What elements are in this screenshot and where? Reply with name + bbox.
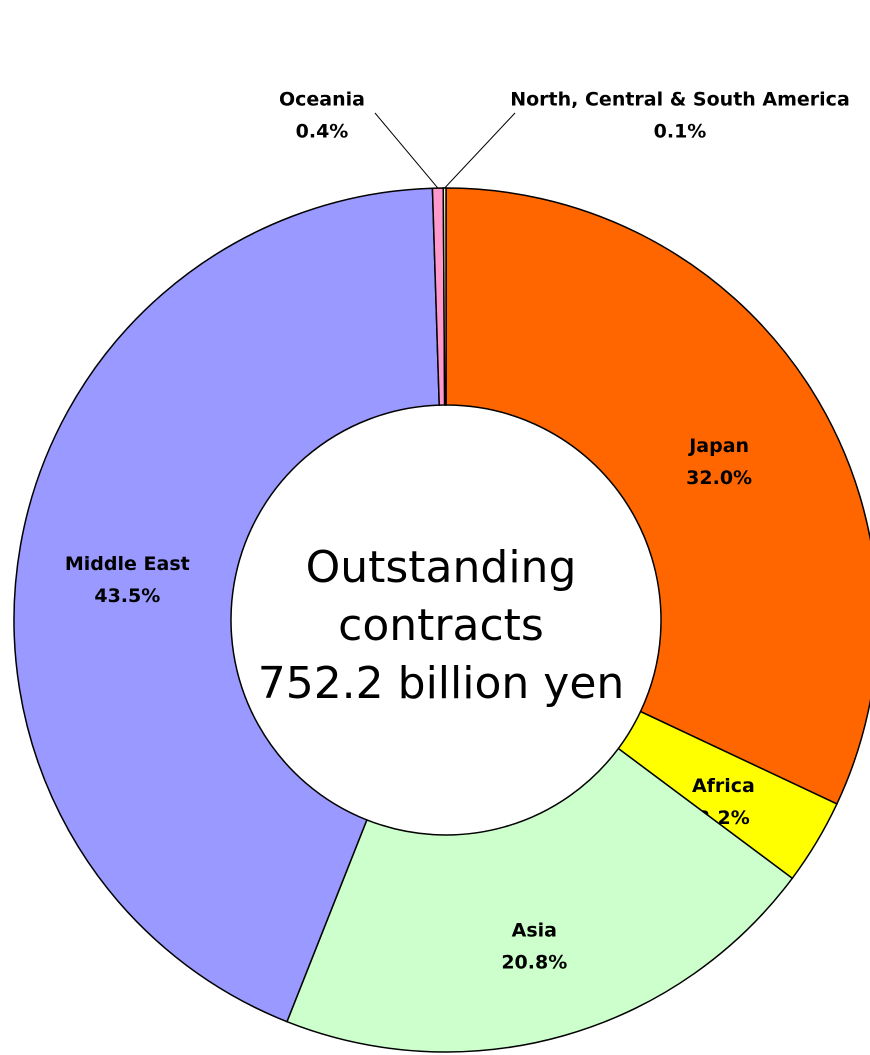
slice: [13, 187, 441, 1023]
slice-label: Oceania: [279, 89, 365, 111]
slice: [442, 187, 447, 406]
center-label: 752.2 billion yen: [258, 658, 625, 709]
leader-line: [374, 112, 439, 189]
slice-label: North, Central & South America: [510, 89, 850, 111]
slice-value-label: 32.0%: [686, 467, 752, 489]
slice: [285, 747, 794, 1053]
slice-label: Middle East: [65, 553, 190, 575]
center-label: Outstanding: [306, 542, 577, 593]
slice-value-label: 43.5%: [94, 585, 160, 607]
slice-label: Asia: [512, 920, 557, 942]
leader-line: [444, 112, 516, 189]
slice-label: Japan: [687, 435, 749, 457]
slice: [445, 187, 870, 805]
slice-value-label: 0.1%: [654, 121, 707, 143]
slice-value-label: 0.4%: [296, 121, 349, 143]
slice-label: Africa: [692, 775, 755, 797]
center-label: contracts: [338, 600, 544, 651]
slice-value-label: 20.8%: [501, 952, 567, 974]
